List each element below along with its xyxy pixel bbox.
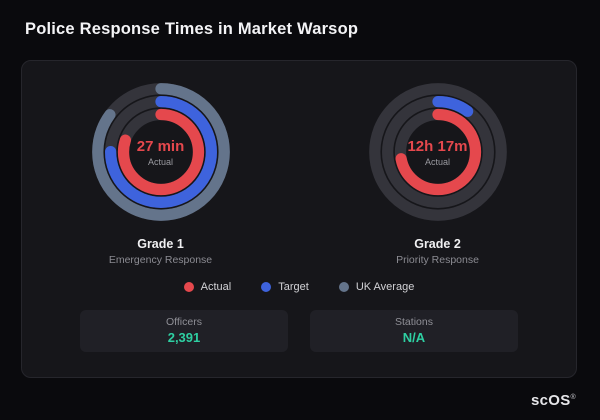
page-title: Police Response Times in Market Warsop: [25, 20, 359, 38]
uk-average-dot-icon: [338, 282, 349, 292]
gauge-grade-2-title: Grade 2: [414, 237, 461, 251]
stat-value: N/A: [402, 330, 426, 345]
ring-track: [368, 83, 507, 221]
legend-item-uk-average[interactable]: UK Average: [338, 281, 415, 293]
chart-legend: Actual Target UK Average: [22, 281, 576, 293]
stat-value: 2,391: [167, 330, 201, 345]
legend-item-label: Actual: [200, 281, 232, 293]
legend-item-target[interactable]: Target: [261, 281, 309, 293]
ring-arc-target: [381, 96, 494, 208]
gauge-grade-1-subtitle: Emergency Response: [108, 254, 213, 266]
stat-label: Officers: [166, 316, 202, 328]
stat-box-stations: Stations N/A: [310, 310, 518, 352]
gauge-grade-1: 27 min Actual Grade 1 Emergency Response: [41, 77, 281, 266]
gauge-grade-2: 12h 17m Actual Grade 2 Priority Response: [318, 77, 558, 266]
gauge-svg-1: [368, 83, 507, 221]
ring-arc-actual: [117, 108, 204, 196]
gauges-row: 27 min Actual Grade 1 Emergency Response…: [22, 77, 576, 266]
stats-row: Officers 2,391 Stations N/A: [22, 310, 576, 352]
gauge-grade-1-chart: 27 min Actual: [86, 77, 236, 227]
logo-text: scOS: [530, 392, 571, 409]
gauge-svg-0: [91, 83, 230, 221]
legend-item-label: Target: [278, 281, 309, 293]
gauge-grade-2-chart: 12h 17m Actual: [363, 77, 513, 227]
legend-item-actual[interactable]: Actual: [183, 281, 232, 293]
legend-item-label: UK Average: [355, 281, 415, 293]
gauge-grade-1-title: Grade 1: [137, 237, 184, 251]
ring-arc-uk-average: [91, 83, 230, 221]
target-dot-icon: [261, 282, 272, 292]
dashboard-card: 27 min Actual Grade 1 Emergency Response…: [21, 60, 577, 378]
gauge-grade-2-subtitle: Priority Response: [396, 254, 479, 266]
ring-arc-actual: [394, 108, 481, 196]
scos-logo: scOS®: [531, 392, 576, 409]
registered-mark: ®: [570, 394, 576, 401]
actual-dot-icon: [183, 282, 194, 292]
ring-arc-target: [104, 96, 217, 208]
stat-label: Stations: [395, 316, 433, 328]
stat-box-officers: Officers 2,391: [80, 310, 288, 352]
